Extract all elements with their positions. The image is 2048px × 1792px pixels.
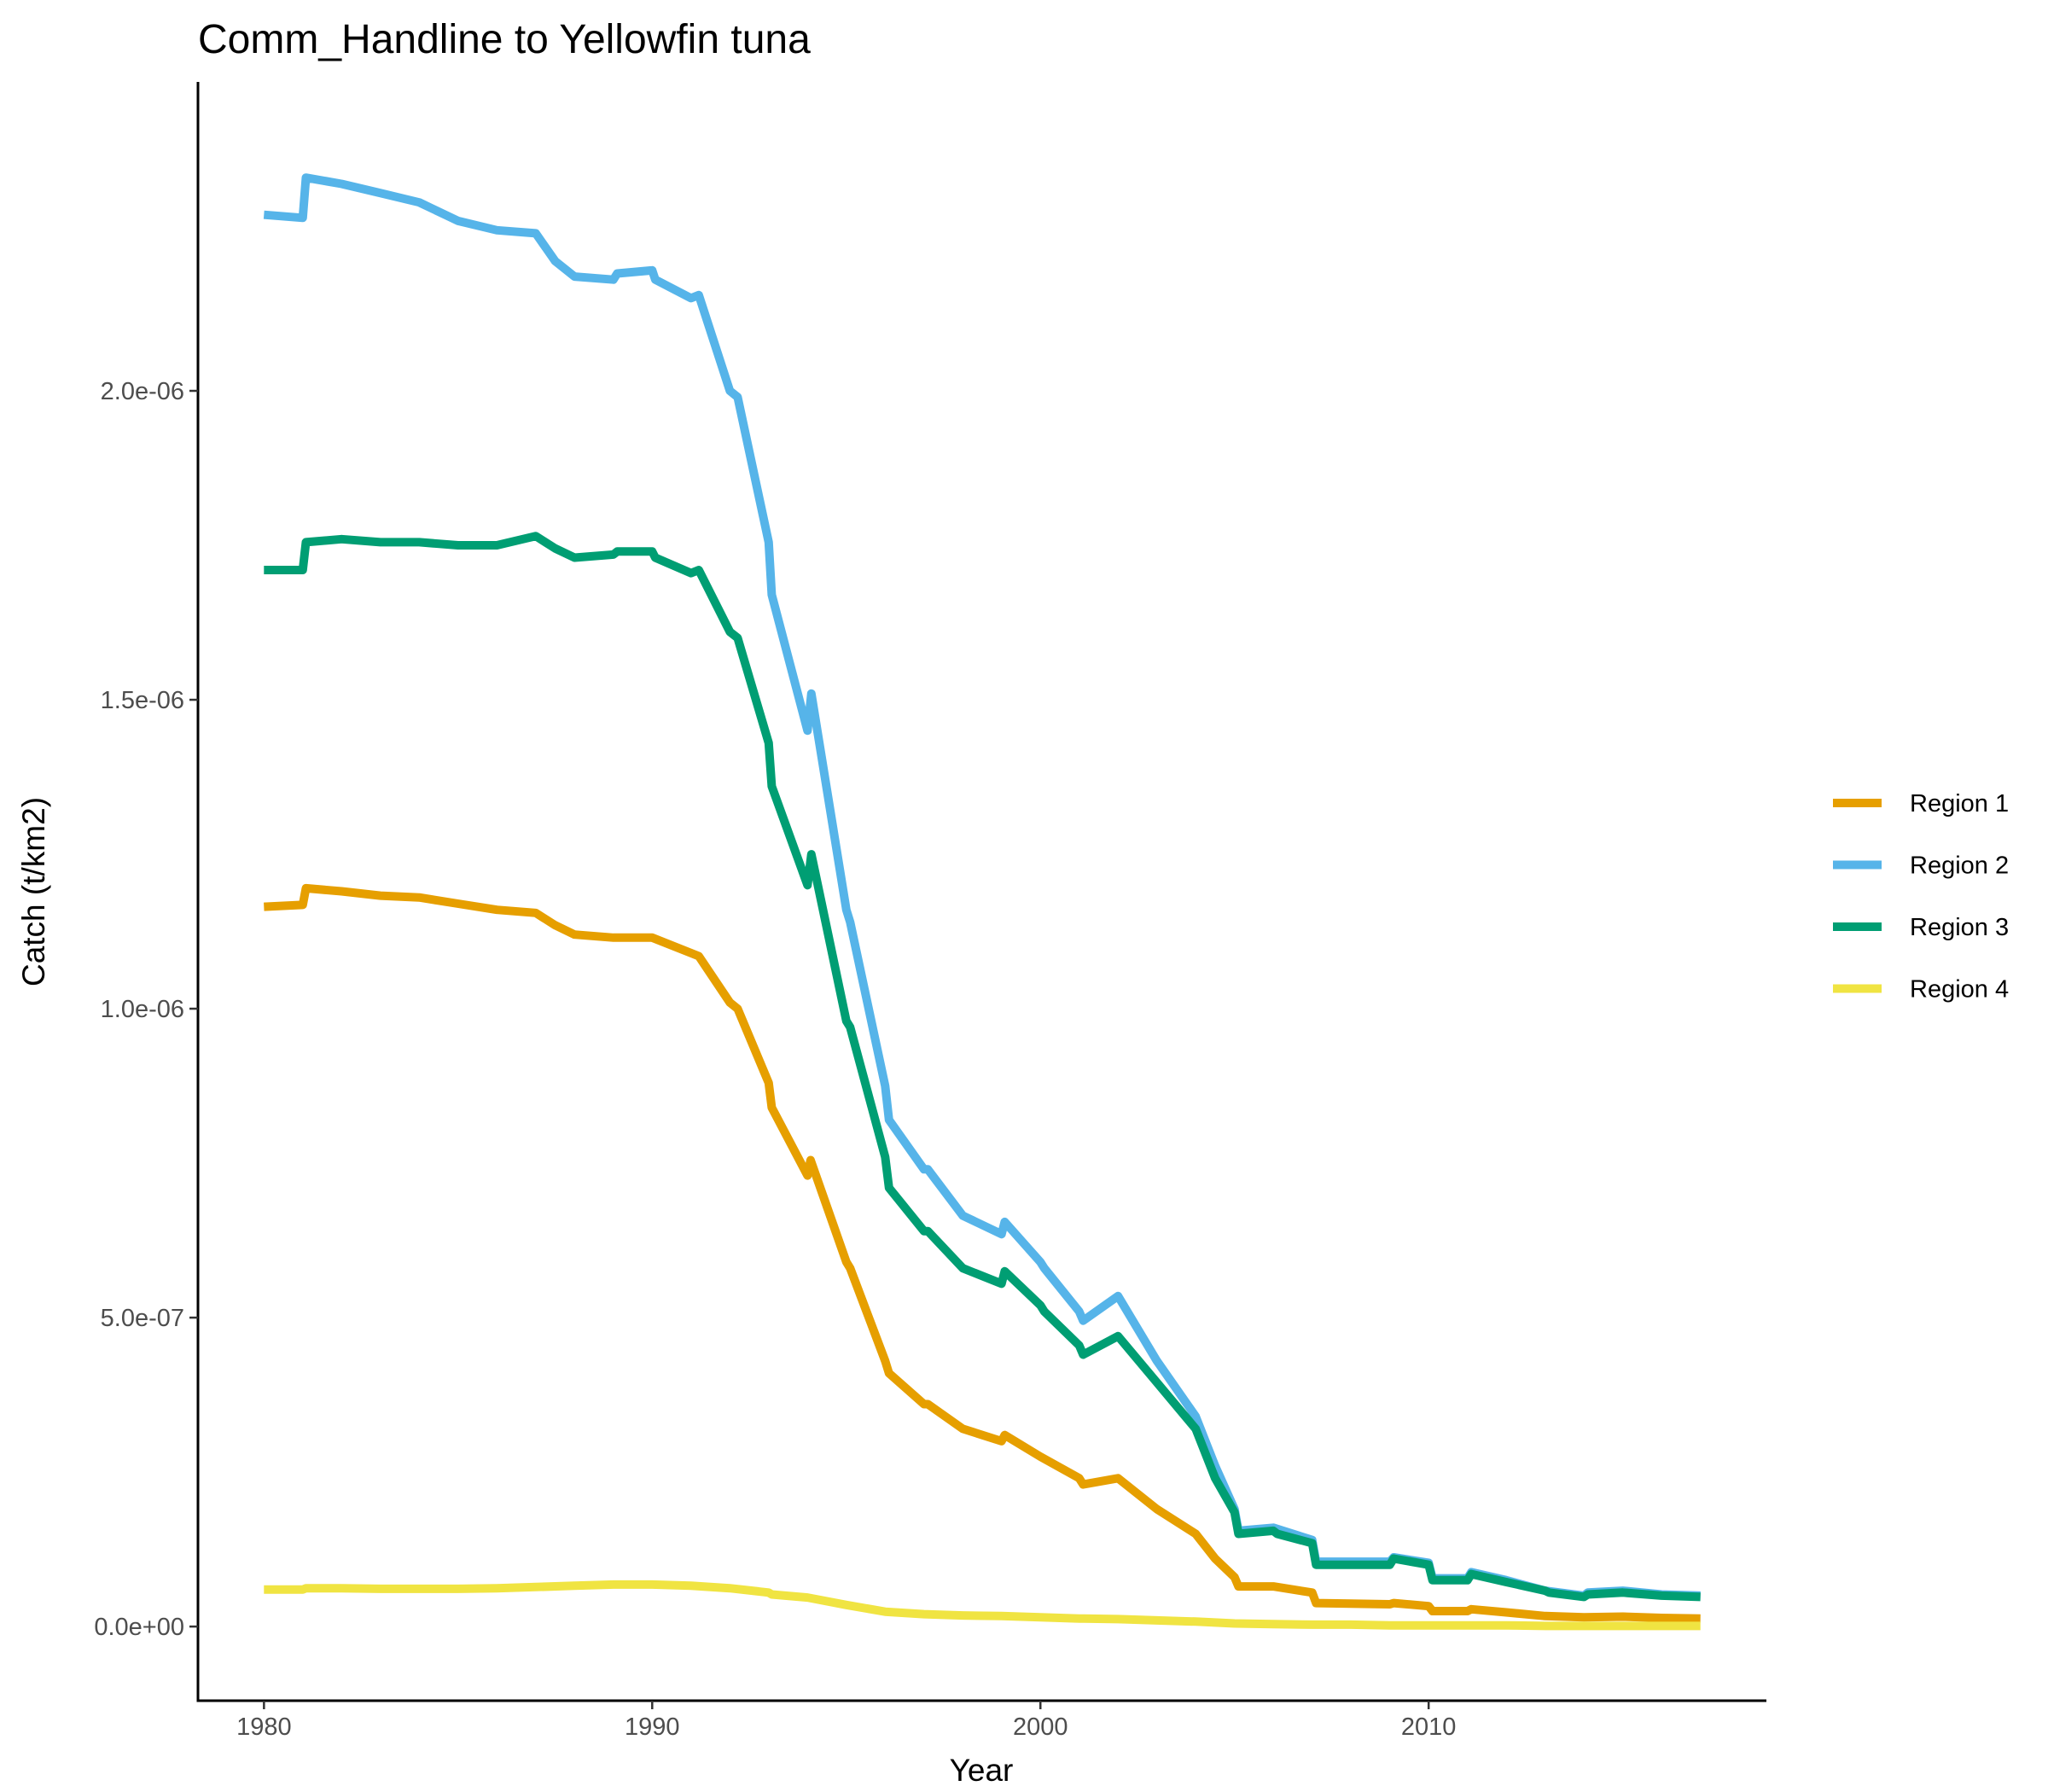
y-tick-label: 1.0e-06 [101, 996, 184, 1023]
y-tick-label: 1.5e-06 [101, 687, 184, 714]
legend-label-region-3: Region 3 [1910, 914, 2009, 941]
x-tick-label: 1980 [236, 1713, 292, 1741]
series-line-region-4 [264, 1580, 1701, 1631]
y-tick-label: 0.0e+00 [94, 1614, 184, 1641]
y-axis: 0.0e+00 5.0e-07 1.0e-06 1.5e-06 2.0e-06 [94, 378, 198, 1641]
x-tick-label: 2010 [1401, 1713, 1457, 1741]
legend-label-region-4: Region 4 [1910, 976, 2009, 1004]
series-line-region-2 [263, 173, 1701, 1600]
y-tick-label: 2.0e-06 [101, 378, 184, 405]
y-tick-label: 5.0e-07 [101, 1305, 184, 1332]
series-line-region-3 [264, 532, 1701, 1602]
x-tick-label: 2000 [1013, 1713, 1068, 1741]
x-axis: 1980 1990 2000 2010 [236, 1701, 1456, 1741]
legend-label-region-2: Region 2 [1910, 852, 2009, 880]
y-axis-title: Catch (t/km2) [16, 797, 51, 986]
x-tick-label: 1990 [625, 1713, 680, 1741]
series-line-region-1 [264, 883, 1701, 1623]
x-axis-title: Year [950, 1753, 1014, 1788]
chart-title: Comm_Handline to Yellowfin tuna [198, 17, 811, 62]
plot-area [263, 173, 1701, 1631]
legend: Region 1 Region 2 Region 3 Region 4 [1833, 790, 2009, 1004]
legend-label-region-1: Region 1 [1910, 790, 2009, 817]
